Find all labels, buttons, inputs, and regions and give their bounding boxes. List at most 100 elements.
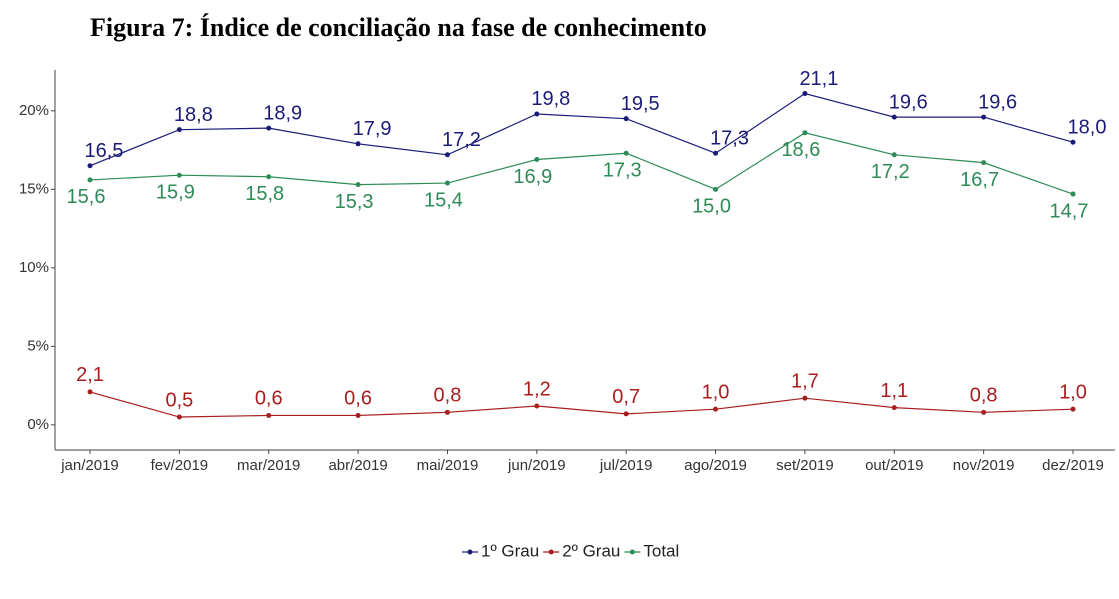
point: [444, 180, 450, 186]
x-tick-label: jul/2019: [599, 457, 653, 474]
x-tick-label: abr/2019: [328, 457, 387, 474]
point: [891, 152, 897, 158]
point: [981, 114, 987, 120]
y-tick-label: 20%: [19, 102, 49, 119]
value-label: 18,9: [263, 102, 302, 124]
x-tick-label: dez/2019: [1042, 457, 1104, 474]
value-label: 19,6: [889, 91, 928, 113]
value-label: 15,4: [424, 189, 463, 211]
series-line: [89, 132, 1074, 195]
point: [534, 157, 540, 163]
point: [534, 403, 540, 409]
value-label: 16,9: [513, 166, 552, 188]
point: [266, 125, 272, 131]
legend-dot: [629, 549, 635, 555]
point: [444, 409, 450, 415]
y-tick-label: 5%: [27, 337, 49, 354]
point: [713, 150, 719, 156]
value-label: 0,7: [612, 386, 640, 408]
value-label: 15,6: [67, 186, 106, 208]
value-label: 17,3: [603, 160, 642, 182]
value-label: 0,8: [970, 385, 998, 407]
x-tick-label: mai/2019: [417, 457, 479, 474]
value-label: 2,1: [76, 364, 104, 386]
point: [87, 163, 93, 169]
point: [1070, 191, 1076, 197]
x-tick-label: ago/2019: [684, 457, 747, 474]
y-tick-label: 10%: [19, 259, 49, 276]
point: [87, 177, 93, 183]
legend-label: 1º Grau: [481, 541, 539, 560]
chart-title: Figura 7: Índice de conciliação na fase …: [90, 13, 707, 42]
point: [176, 414, 182, 420]
value-label: 18,6: [781, 139, 820, 161]
point: [355, 182, 361, 188]
point: [355, 412, 361, 418]
x-tick-label: jan/2019: [60, 457, 119, 474]
value-label: 0,6: [344, 388, 372, 410]
legend-dot: [467, 549, 473, 555]
point: [266, 174, 272, 180]
x-tick-label: mar/2019: [237, 457, 300, 474]
point: [176, 127, 182, 133]
x-tick-label: jun/2019: [507, 457, 566, 474]
value-label: 15,8: [245, 183, 284, 205]
series-line: [89, 391, 1074, 418]
point: [802, 395, 808, 401]
point: [623, 150, 629, 156]
value-label: 18,8: [174, 104, 213, 126]
series-line: [89, 92, 1074, 167]
point: [802, 130, 808, 136]
value-label: 0,8: [434, 385, 462, 407]
x-tick-label: out/2019: [865, 457, 923, 474]
point: [444, 152, 450, 158]
value-label: 17,3: [710, 128, 749, 150]
point: [1070, 406, 1076, 412]
legend-label: Total: [643, 541, 679, 560]
value-label: 0,6: [255, 388, 283, 410]
value-label: 1,0: [1059, 381, 1087, 403]
y-tick-label: 15%: [19, 180, 49, 197]
point: [623, 411, 629, 417]
value-label: 18,0: [1068, 117, 1107, 139]
value-label: 19,8: [531, 88, 570, 110]
point: [266, 412, 272, 418]
point: [355, 141, 361, 147]
legend-label: 2º Grau: [562, 541, 620, 560]
value-label: 21,1: [799, 68, 838, 90]
x-tick-label: set/2019: [776, 457, 834, 474]
value-label: 15,3: [335, 191, 374, 213]
value-label: 17,2: [442, 129, 481, 151]
point: [713, 406, 719, 412]
point: [713, 186, 719, 192]
point: [891, 114, 897, 120]
value-label: 1,7: [791, 370, 819, 392]
point: [981, 409, 987, 415]
point: [176, 172, 182, 178]
point: [802, 91, 808, 97]
point: [87, 389, 93, 395]
value-label: 0,5: [165, 389, 193, 411]
point: [891, 405, 897, 411]
value-label: 19,6: [978, 91, 1017, 113]
y-tick-label: 0%: [27, 416, 49, 433]
value-label: 15,9: [156, 181, 195, 203]
value-label: 1,2: [523, 378, 551, 400]
x-tick-label: nov/2019: [953, 457, 1015, 474]
value-label: 17,2: [871, 161, 910, 183]
legend-dot: [548, 549, 554, 555]
value-label: 19,5: [621, 93, 660, 115]
point: [981, 160, 987, 166]
point: [623, 116, 629, 122]
point: [1070, 139, 1076, 145]
value-label: 1,0: [702, 381, 730, 403]
value-label: 16,7: [960, 169, 999, 191]
value-label: 1,1: [880, 380, 908, 402]
x-tick-label: fev/2019: [151, 457, 209, 474]
value-label: 15,0: [692, 196, 731, 218]
point: [534, 111, 540, 117]
value-label: 14,7: [1050, 200, 1089, 222]
value-label: 17,9: [353, 118, 392, 140]
value-label: 16,5: [85, 140, 124, 162]
